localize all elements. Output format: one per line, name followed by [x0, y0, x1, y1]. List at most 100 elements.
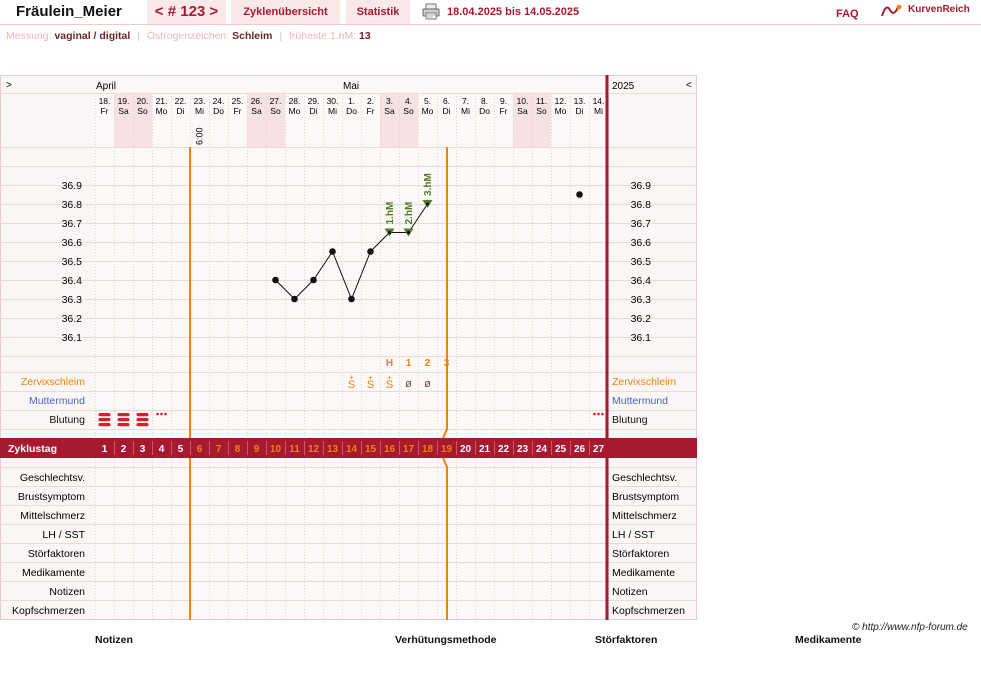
tab-statistik[interactable]: Statistik	[346, 0, 410, 24]
day-weekday: Di	[442, 106, 450, 116]
mucus-plus: +	[368, 373, 373, 382]
lower-row-label-right: Medikamente	[612, 567, 675, 579]
lower-row-label-right: Störfaktoren	[612, 548, 669, 560]
bleeding-spotting-mark	[593, 412, 596, 416]
cycle-day-number: 24	[536, 444, 548, 455]
cycle-day-number: 20	[460, 444, 472, 455]
day-date: 6.	[443, 96, 450, 106]
day-date: 12.	[555, 96, 567, 106]
day-date: 13.	[574, 96, 586, 106]
temp-tick-left: 36.8	[62, 199, 83, 211]
day-weekday: Mi	[594, 106, 603, 116]
footer-notizen: Notizen	[95, 634, 133, 646]
temp-tick-left: 36.3	[62, 294, 83, 306]
lower-row-label: Mittelschmerz	[20, 510, 85, 522]
temp-tick-right: 36.3	[631, 294, 652, 306]
cycle-day-number: 2	[121, 444, 127, 455]
day-date: 10.	[517, 96, 529, 106]
month-label: Mai	[343, 81, 359, 92]
cycle-day-number: 12	[308, 444, 320, 455]
temp-tick-left: 36.4	[62, 275, 83, 287]
hm-value: 13	[359, 30, 371, 42]
cycle-day-number: 3	[140, 444, 146, 455]
day-date: 14.	[593, 96, 605, 106]
cycle-day-number: 23	[517, 444, 529, 455]
oestrogen-label: Östrogenzeichen:	[146, 30, 230, 42]
zyklustag-label: Zyklustag	[8, 443, 57, 455]
lower-row-label: Brustsymptom	[18, 491, 85, 503]
weekend-shade	[532, 93, 551, 147]
temp-tick-left: 36.2	[62, 313, 83, 325]
cycle-day-number: 5	[178, 444, 184, 455]
day-weekday: Sa	[384, 106, 395, 116]
bleeding-spotting-mark	[601, 412, 604, 416]
temperature-point	[348, 295, 355, 303]
day-weekday: Do	[213, 106, 224, 116]
chart-background	[0, 75, 697, 620]
day-weekday: Sa	[118, 106, 129, 116]
peak-count-label: H	[386, 358, 393, 369]
day-date: 2.	[367, 96, 374, 106]
year-label: 2025	[612, 81, 635, 92]
day-date: 22.	[175, 96, 187, 106]
tab-zyklenuebersicht[interactable]: Zyklenübersicht	[231, 0, 340, 24]
lower-row-label: Medikamente	[22, 567, 85, 579]
temp-tick-left: 36.5	[62, 256, 83, 268]
day-weekday: Mo	[422, 106, 434, 116]
divider	[0, 24, 981, 25]
temp-tick-right: 36.8	[631, 199, 652, 211]
cycle-day-number: 19	[441, 444, 453, 455]
print-icon[interactable]	[422, 3, 440, 21]
temp-tick-left: 36.1	[62, 332, 83, 344]
bleeding-heavy-mark	[136, 423, 149, 427]
footer-stoerfaktoren: Störfaktoren	[595, 634, 658, 646]
cycle-navigation[interactable]: < # 123 >	[147, 0, 226, 24]
temperature-point	[272, 276, 279, 284]
peak-count-label: 2	[425, 358, 431, 369]
temperature-point	[406, 230, 411, 235]
day-date: 30.	[327, 96, 339, 106]
day-weekday: Mi	[195, 106, 204, 116]
cycle-day-number: 17	[403, 444, 415, 455]
lower-row-label: Kopfschmerzen	[12, 605, 85, 617]
cycle-day-number: 16	[384, 444, 396, 455]
bleeding-spotting-mark	[597, 412, 600, 416]
day-date: 7.	[462, 96, 469, 106]
hm-label: 1.hM	[385, 202, 396, 225]
cycle-day-number: 27	[593, 444, 605, 455]
date-range: 18.04.2025 bis 14.05.2025	[447, 6, 580, 18]
faq-link[interactable]: FAQ	[836, 8, 859, 20]
separator: |	[279, 30, 283, 42]
bleeding-heavy-mark	[117, 418, 130, 422]
row-label-muttermund: Muttermund	[29, 395, 85, 407]
cycle-day-number: 15	[365, 444, 377, 455]
day-weekday: So	[137, 106, 148, 116]
brand-name[interactable]: KurvenReich	[908, 4, 970, 15]
weekend-shade	[247, 93, 266, 147]
temp-tick-left: 36.6	[62, 237, 83, 249]
cycle-day-number: 7	[216, 444, 222, 455]
day-weekday: Fr	[233, 106, 241, 116]
temp-tick-left: 36.9	[62, 180, 83, 192]
day-date: 4.	[405, 96, 412, 106]
row-label-blutung: Blutung	[49, 414, 85, 426]
temperature-point	[329, 248, 336, 255]
bleeding-spotting-mark	[160, 412, 163, 416]
temp-tick-right: 36.5	[631, 256, 652, 268]
temperature-point	[576, 191, 583, 198]
day-weekday: So	[270, 106, 281, 116]
peak-count-label: 3	[444, 358, 450, 369]
day-weekday: Sa	[517, 106, 528, 116]
day-date: 8.	[481, 96, 488, 106]
lower-row-label-right: Geschlechtsv.	[612, 472, 677, 484]
messung-label: Messung:	[6, 30, 52, 42]
bleeding-heavy-mark	[98, 413, 111, 417]
copyright: © http://www.nfp-forum.de	[852, 622, 968, 633]
oestrogen-value: Schleim	[232, 30, 273, 42]
bleeding-heavy-mark	[98, 418, 111, 422]
row-label-right-blutung: Blutung	[612, 414, 648, 426]
separator: |	[137, 30, 140, 42]
cycle-day-number: 14	[346, 444, 358, 455]
lower-row-label-right: LH / SST	[612, 529, 655, 541]
